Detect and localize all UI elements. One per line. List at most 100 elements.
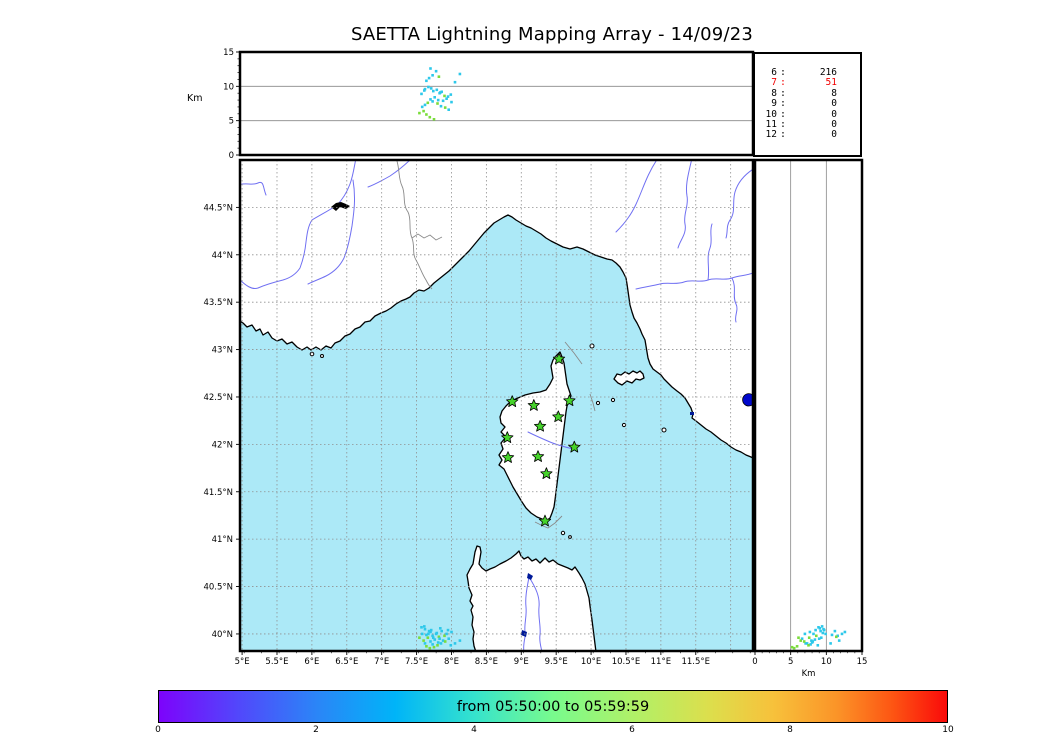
alt-tick-label: 10 [821, 657, 832, 667]
source-dot [804, 642, 807, 645]
source-dot [425, 645, 428, 648]
source-dot [449, 93, 453, 96]
source-dot [458, 72, 462, 76]
source-dot [835, 635, 838, 639]
lake [521, 630, 527, 637]
source-dot [425, 79, 428, 83]
source-dot [420, 632, 424, 636]
source-dot [833, 629, 837, 633]
source-dot [428, 115, 432, 119]
source-dot [441, 99, 445, 103]
source-dot [427, 76, 431, 80]
alt-tick-label: 15 [223, 48, 234, 58]
country-border [411, 233, 443, 241]
lon-tick-label: 9.5°E [545, 657, 568, 667]
source-dot [429, 98, 432, 101]
source-dot [436, 98, 440, 102]
lma-station-star [534, 420, 547, 432]
altitude-longitude-panel: 0 5 10 15 [223, 48, 755, 161]
source-dot [432, 118, 436, 121]
alt-lat-layers [790, 160, 847, 651]
source-dot [432, 636, 435, 639]
lon-tick-label: 9°E [514, 657, 529, 667]
blue-marker-dot [742, 393, 753, 407]
alt-tick-label: 0 [229, 151, 234, 161]
coastline-elba [613, 370, 645, 386]
source-dot [434, 69, 438, 73]
source-dot [820, 636, 823, 639]
source-dot [435, 88, 439, 92]
station-count-row: 9:0 [771, 98, 837, 110]
station-count-row: 6:216 [771, 67, 837, 78]
alt-tick-label: 5 [229, 117, 234, 127]
lat-tick-label: 44.5°N [203, 203, 233, 213]
source-dot [436, 644, 439, 647]
colorbar-tick: 6 [629, 725, 635, 735]
source-dot [423, 627, 427, 631]
colorbar-label: from 05:50:00 to 05:59:59 [456, 698, 650, 715]
source-dot [437, 75, 441, 78]
source-dot [443, 94, 446, 98]
islet [610, 397, 616, 403]
source-dot [453, 642, 457, 645]
source-dot [817, 637, 821, 640]
river [528, 576, 543, 651]
river [307, 179, 356, 285]
river [527, 431, 574, 450]
stations-histogram-box: 6:216 7:51 8:8 9:0 10:0 11:0 12:0 [753, 52, 862, 157]
altitude-axis-label-right: Km [802, 669, 816, 679]
source-dot [829, 642, 832, 645]
lma-station-star [568, 440, 581, 453]
islet [595, 400, 601, 406]
source-dot [812, 632, 815, 636]
source-dot [428, 646, 432, 650]
lon-tick-label: 8.5°E [475, 657, 498, 667]
source-dot [803, 632, 807, 636]
source-dot [805, 642, 809, 645]
alt-tick-label: 10 [223, 82, 234, 92]
alt-tick-label: 0 [752, 657, 757, 667]
station-count-row-highlighted: 7:51 [771, 77, 837, 89]
source-dot [802, 640, 806, 643]
source-dot [797, 636, 800, 639]
page-title: SAETTA Lightning Mapping Array - 14/09/2… [350, 24, 754, 45]
river [240, 160, 357, 289]
alt-tick-label: 15 [857, 657, 868, 667]
islet [568, 535, 572, 539]
source-dot [809, 643, 812, 646]
source-dot [439, 104, 443, 108]
lat-tick-label: 42.5°N [203, 393, 233, 403]
lma-station-star [531, 450, 545, 462]
maritime-boundary [564, 341, 583, 365]
islet [560, 530, 566, 536]
river [524, 576, 530, 633]
source-dot [423, 642, 427, 645]
source-dot [432, 645, 436, 649]
source-dot [437, 635, 441, 639]
source-dot [425, 633, 428, 637]
source-dot [435, 631, 439, 635]
river [367, 160, 411, 188]
source-dot [816, 644, 820, 647]
coastline-corsica [498, 351, 572, 522]
colorbar-tick: 0 [155, 725, 161, 735]
station-count-row: 11:0 [765, 119, 837, 131]
lon-tick-label: 11°E [651, 657, 671, 667]
source-dot [822, 628, 826, 632]
source-dot [436, 102, 439, 105]
source-dot [429, 630, 432, 634]
source-dot [431, 74, 434, 77]
source-dot [813, 638, 817, 641]
source-dot [423, 103, 427, 107]
source-dot [427, 632, 430, 636]
coastline-sardinia [466, 545, 597, 651]
source-dot [808, 630, 812, 634]
source-dot [431, 100, 434, 103]
lma-station-star [540, 467, 553, 479]
panel-border [238, 158, 755, 653]
source-dot [427, 85, 430, 89]
source-dot [423, 87, 427, 91]
lon-tick-label: 8°E [444, 657, 459, 667]
source-dot [427, 629, 431, 633]
